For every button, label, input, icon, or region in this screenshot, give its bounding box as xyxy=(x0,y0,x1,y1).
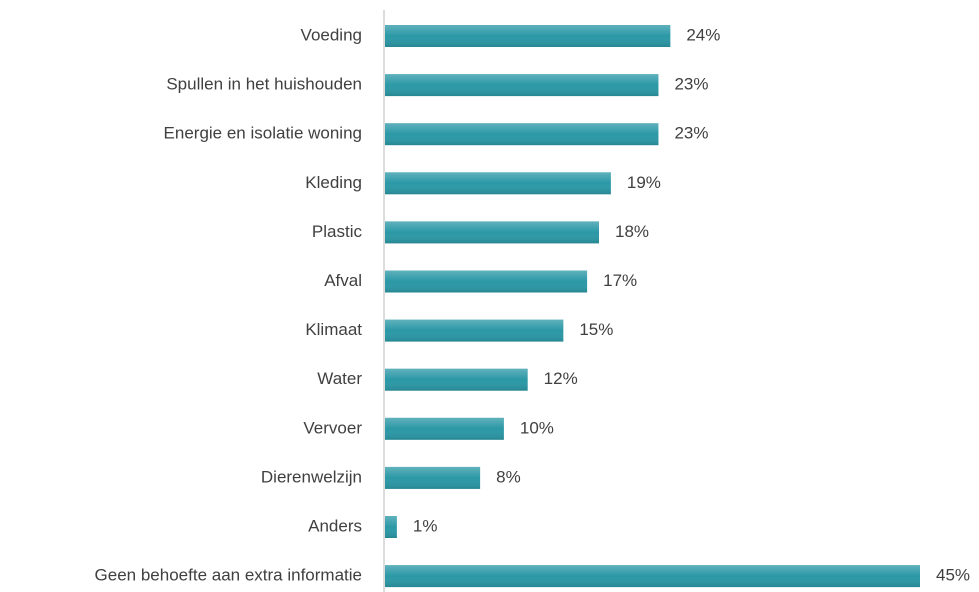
category-label: Spullen in het huishouden xyxy=(166,75,362,94)
bar-shade xyxy=(385,123,659,146)
value-label: 15% xyxy=(579,320,613,339)
category-label: Plastic xyxy=(312,222,363,241)
value-label: 18% xyxy=(615,222,649,241)
bar-shade xyxy=(385,368,528,391)
value-label: 10% xyxy=(520,418,554,437)
category-label: Geen behoefte aan extra informatie xyxy=(95,566,362,585)
category-label: Energie en isolatie woning xyxy=(164,124,362,143)
value-label: 45% xyxy=(936,566,970,585)
bar-shade xyxy=(385,516,397,538)
bar-shade xyxy=(385,172,611,195)
value-label: 1% xyxy=(413,516,438,535)
value-label: 19% xyxy=(627,173,661,192)
bar-shade xyxy=(385,221,599,244)
category-label: Anders xyxy=(308,516,362,535)
category-label: Kleding xyxy=(305,173,362,192)
bar-shade xyxy=(385,466,481,489)
bar-shade xyxy=(385,74,659,97)
value-label: 17% xyxy=(603,271,637,290)
bar-shade xyxy=(385,319,564,342)
bar-shade xyxy=(385,417,504,440)
category-label: Dierenwelzijn xyxy=(261,467,362,486)
category-label: Afval xyxy=(324,271,362,290)
category-label: Water xyxy=(317,369,362,388)
value-label: 8% xyxy=(496,467,521,486)
bar-shade xyxy=(385,565,920,588)
value-label: 23% xyxy=(674,124,708,143)
value-label: 12% xyxy=(544,369,578,388)
category-label: Vervoer xyxy=(303,418,362,437)
value-label: 24% xyxy=(686,25,720,44)
bar-shade xyxy=(385,25,671,47)
value-label: 23% xyxy=(674,75,708,94)
bar-shade xyxy=(385,270,588,293)
category-label: Klimaat xyxy=(305,320,362,339)
category-label: Voeding xyxy=(301,25,362,44)
